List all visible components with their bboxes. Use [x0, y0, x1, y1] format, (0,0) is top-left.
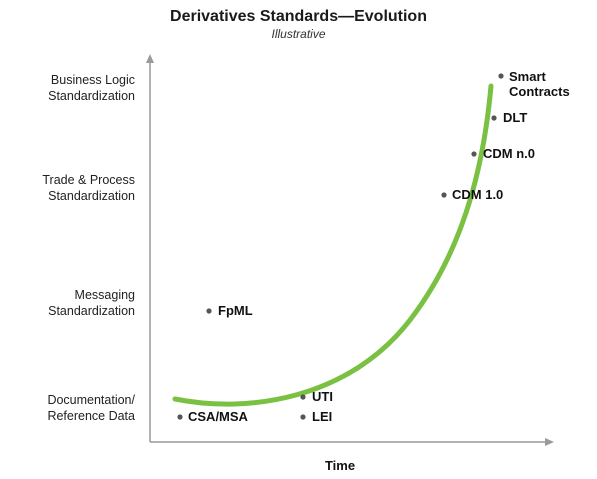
dot-cdm-n0 — [471, 151, 477, 157]
label-fpml: FpML — [218, 303, 253, 318]
dot-lei — [300, 414, 306, 420]
label-cdm-n0: CDM n.0 — [483, 146, 535, 161]
label-cdm-10: CDM 1.0 — [452, 187, 504, 202]
dot-cdm-10 — [441, 192, 447, 198]
x-axis-label: Time — [324, 458, 356, 473]
label-smart-contracts: Smart Contracts — [509, 69, 570, 99]
label-uti: UTI — [312, 389, 333, 404]
dot-dlt — [491, 115, 497, 121]
label-lei: LEI — [312, 409, 333, 424]
label-csa-msa: CSA/MSA — [188, 409, 248, 424]
dot-smart-contracts — [498, 73, 504, 79]
dot-fpml — [206, 308, 212, 314]
y-axis-arrow — [146, 54, 154, 63]
label-dlt: DLT — [503, 110, 528, 125]
x-axis-arrow — [545, 438, 554, 446]
ylabel-documentation: Documentation/Reference Data — [47, 393, 135, 423]
dot-csa-msa — [177, 414, 183, 420]
dot-uti — [300, 394, 306, 400]
ylabel-messaging: Messaging Standardization — [48, 288, 135, 318]
evolution-curve — [172, 83, 494, 407]
diagram-subtitle: Illustrative — [271, 27, 326, 41]
ylabel-business-logic: Business Logic Standardization — [48, 73, 135, 103]
ylabel-trade-process: Trade & Process Standardization — [42, 173, 135, 203]
diagram-title: Derivatives Standards—Evolution — [170, 8, 427, 25]
